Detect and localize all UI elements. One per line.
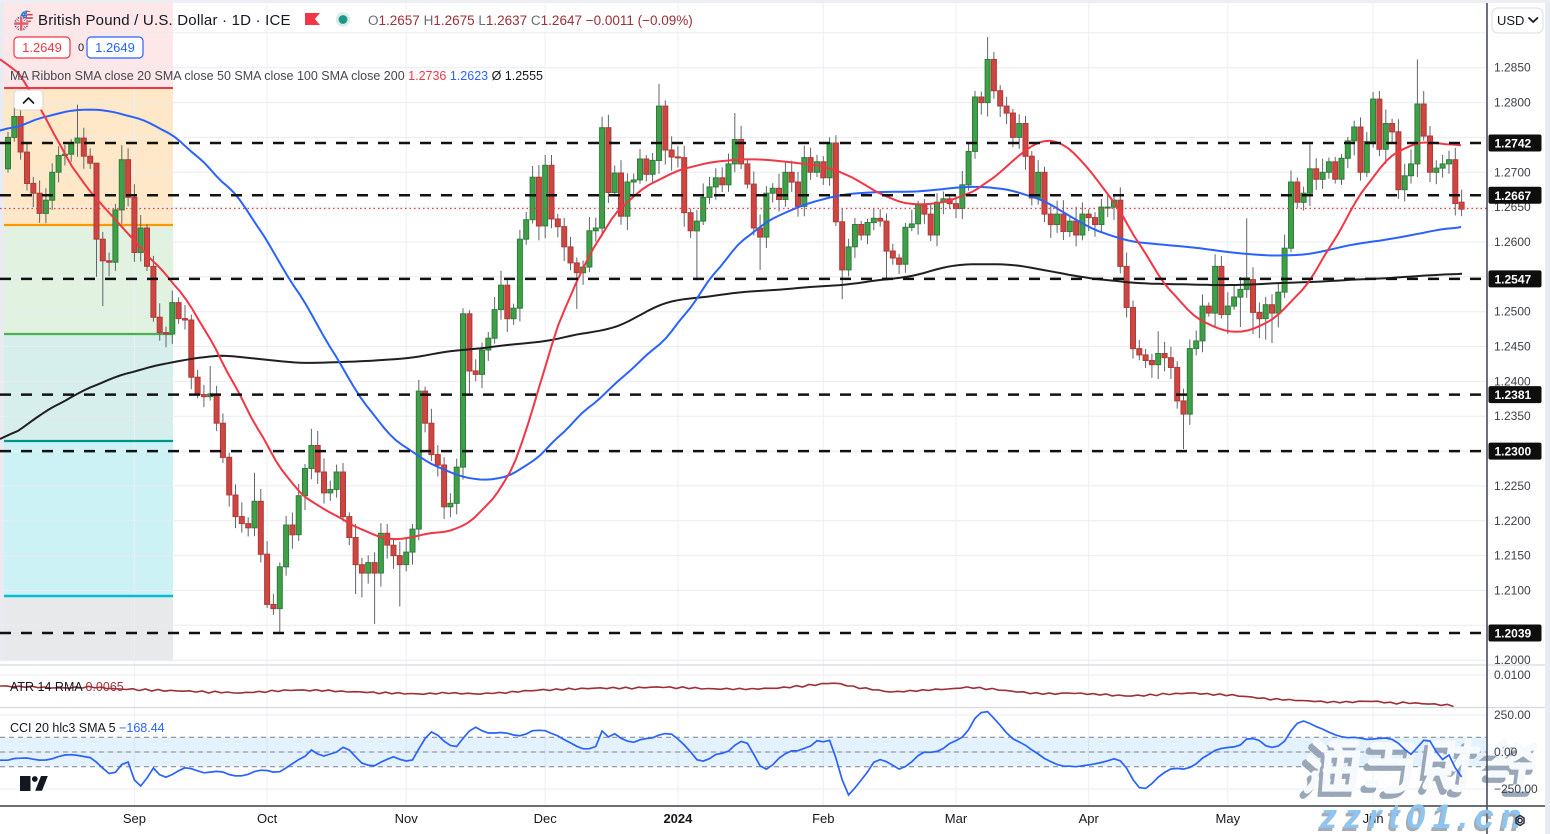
svg-text:1.2500: 1.2500 [1494, 305, 1531, 319]
svg-text:MA Ribbon SMA close 20 SMA clo: MA Ribbon SMA close 20 SMA close 50 SMA … [10, 69, 543, 83]
svg-text:1.2000: 1.2000 [1494, 653, 1531, 667]
svg-text:1.2450: 1.2450 [1494, 340, 1531, 354]
svg-text:1.2667: 1.2667 [1495, 189, 1532, 203]
svg-text:1.2547: 1.2547 [1495, 272, 1532, 286]
svg-text:1.2649: 1.2649 [95, 40, 135, 55]
svg-text:zzrt01.cn: zzrt01.cn [1317, 801, 1527, 834]
svg-text:USD: USD [1497, 13, 1524, 28]
svg-text:0.00: 0.00 [1494, 745, 1518, 759]
svg-text:Mar: Mar [945, 811, 968, 826]
svg-text:Jun: Jun [1363, 811, 1384, 826]
svg-text:1.2381: 1.2381 [1495, 388, 1532, 402]
svg-text:O1.2657 H1.2675 L1.2637 C1.264: O1.2657 H1.2675 L1.2637 C1.2647 −0.0011 … [368, 13, 693, 28]
svg-text:1.2250: 1.2250 [1494, 479, 1531, 493]
svg-text:1.2150: 1.2150 [1494, 549, 1531, 563]
svg-text:1.2850: 1.2850 [1494, 61, 1531, 75]
svg-text:2024: 2024 [663, 811, 693, 826]
svg-text:1.2350: 1.2350 [1494, 409, 1531, 423]
svg-text:1.2039: 1.2039 [1495, 627, 1532, 641]
svg-text:1.2649: 1.2649 [22, 40, 62, 55]
svg-text:Dec: Dec [534, 811, 558, 826]
svg-text:1.2700: 1.2700 [1494, 165, 1531, 179]
svg-text:1.2200: 1.2200 [1494, 514, 1531, 528]
svg-text:1.2742: 1.2742 [1495, 137, 1532, 151]
svg-text:May: May [1216, 811, 1241, 826]
svg-text:zzrt01.cn: zzrt01.cn [1319, 798, 1529, 834]
svg-text:1.2800: 1.2800 [1494, 96, 1531, 110]
svg-text:Nov: Nov [395, 811, 419, 826]
svg-text:Feb: Feb [812, 811, 834, 826]
svg-text:1.2600: 1.2600 [1494, 235, 1531, 249]
svg-text:1.2100: 1.2100 [1494, 584, 1531, 598]
svg-text:CCI 20 hlc3 SMA 5 −168.44: CCI 20 hlc3 SMA 5 −168.44 [10, 721, 165, 735]
svg-text:1.2300: 1.2300 [1495, 445, 1532, 459]
svg-text:250.00: 250.00 [1494, 708, 1531, 722]
svg-text:ATR 14 RMA 0.0065: ATR 14 RMA 0.0065 [10, 680, 124, 694]
svg-text:1.2400: 1.2400 [1494, 374, 1531, 388]
svg-text:−250.00: −250.00 [1494, 782, 1538, 796]
svg-text:0.0100: 0.0100 [1494, 668, 1531, 682]
svg-text:Apr: Apr [1079, 811, 1100, 826]
svg-text:Sep: Sep [123, 811, 146, 826]
svg-text:Oct: Oct [257, 811, 278, 826]
svg-text:0: 0 [78, 42, 84, 54]
svg-text:British Pound / U.S. Dollar ·: British Pound / U.S. Dollar · 1D · ICE [38, 12, 291, 29]
